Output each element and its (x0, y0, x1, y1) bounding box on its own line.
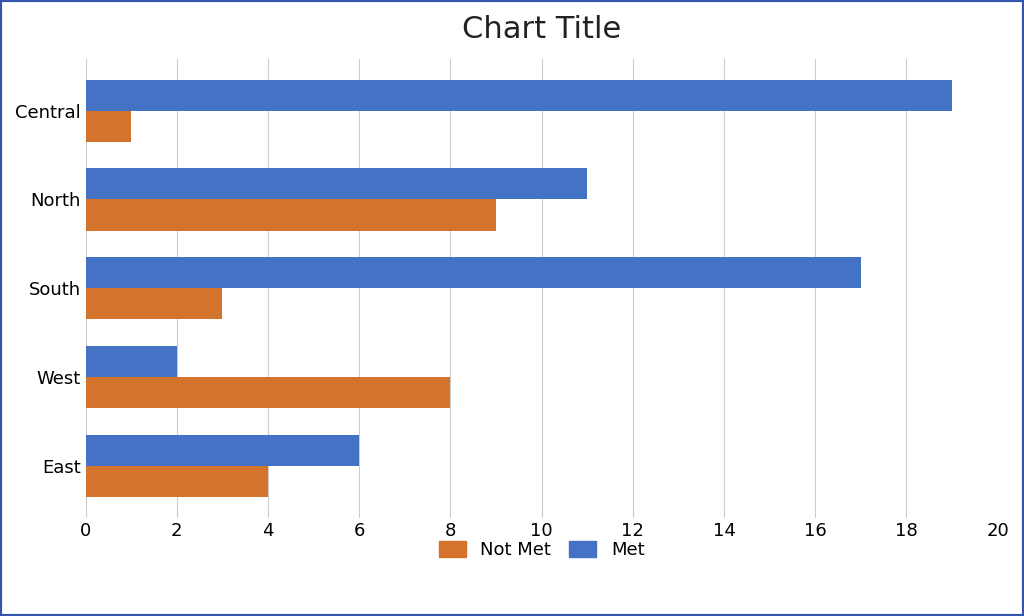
Bar (86, 168, 587, 200)
Bar (86, 288, 222, 319)
Bar (86, 79, 952, 111)
Bar (86, 257, 861, 288)
Title: Chart Title: Chart Title (462, 15, 622, 44)
Bar (86, 111, 131, 142)
Legend: Not Met, Met: Not Met, Met (430, 532, 653, 568)
Bar (86, 377, 451, 408)
Bar (86, 466, 268, 496)
Bar (86, 435, 359, 466)
Bar (86, 346, 177, 377)
Bar (86, 200, 496, 230)
